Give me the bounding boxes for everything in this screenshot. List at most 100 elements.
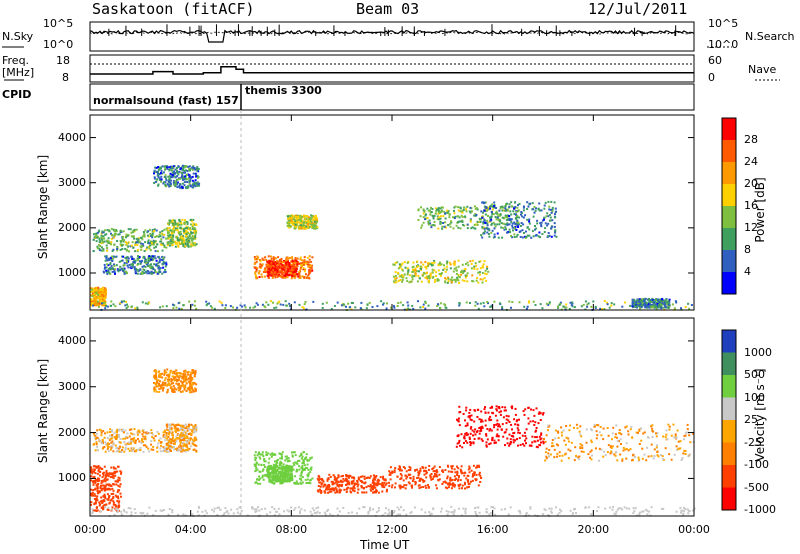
scatter-point — [191, 381, 194, 384]
scatter-point — [101, 293, 104, 296]
scatter-point — [518, 301, 521, 304]
scatter-point — [171, 242, 174, 245]
scatter-point — [286, 480, 289, 483]
scatter-point — [603, 308, 606, 310]
scatter-point — [498, 209, 501, 212]
scatter-point — [141, 265, 144, 268]
scatter-point — [178, 241, 181, 244]
scatter-point — [174, 176, 177, 179]
scatter-point — [190, 388, 193, 391]
scatter-point — [476, 220, 479, 223]
scatter-point — [289, 465, 292, 468]
scatter-point — [276, 270, 279, 273]
scatter-point — [290, 220, 293, 223]
scatter-point — [181, 449, 184, 452]
scatter-point — [137, 429, 140, 432]
scatter-point — [466, 205, 469, 208]
scatter-point — [241, 305, 244, 308]
scatter-point — [112, 497, 115, 500]
scatter-point — [104, 497, 107, 500]
scatter-point — [660, 303, 663, 306]
scatter-point — [636, 299, 639, 302]
scatter-point — [98, 249, 101, 252]
scatter-point — [684, 306, 687, 309]
scatter-point — [106, 442, 109, 445]
scatter-point — [105, 471, 108, 474]
scatter-point — [254, 270, 257, 273]
scatter-point — [191, 235, 194, 238]
scatter-point — [91, 491, 94, 494]
scatter-point — [188, 433, 190, 435]
scatter-point — [484, 213, 487, 216]
scatter-point — [104, 450, 107, 453]
scatter-point — [93, 233, 95, 236]
scatter-point — [549, 208, 552, 211]
scatter-point — [293, 265, 296, 268]
scatter-point — [91, 293, 94, 296]
scatter-point — [112, 489, 115, 492]
scatter-point — [162, 182, 165, 185]
scatter-point — [160, 180, 162, 183]
scatter-point — [133, 437, 136, 440]
scatter-point — [173, 427, 176, 430]
scatter-point — [158, 261, 161, 263]
scatter-point — [394, 274, 397, 277]
scatter-point — [178, 170, 181, 173]
scatter-point — [159, 374, 162, 377]
scatter-point — [280, 455, 283, 458]
scatter-point — [123, 263, 126, 266]
scatter-point — [169, 242, 172, 245]
scatter-point — [482, 263, 485, 266]
scatter-point — [434, 278, 437, 281]
scatter-point — [103, 493, 106, 496]
scatter-point — [100, 429, 102, 432]
scatter-point — [195, 428, 198, 431]
scatter-point — [167, 180, 170, 183]
freq-tick-high: 18 — [56, 54, 70, 67]
scatter-point — [449, 222, 452, 225]
scatter-point — [164, 174, 167, 177]
scatter-point — [475, 223, 477, 226]
scatter-point — [488, 235, 491, 238]
scatter-point — [516, 206, 519, 209]
scatter-point — [145, 445, 148, 448]
scatter-point — [298, 455, 301, 458]
scatter-point — [413, 275, 416, 278]
scatter-point — [122, 240, 125, 243]
scatter-point — [159, 231, 162, 234]
scatter-point — [282, 465, 285, 468]
scatter-point — [135, 267, 138, 270]
scatter-point — [191, 429, 194, 432]
scatter-point — [499, 219, 502, 222]
scatter-point — [158, 177, 161, 180]
scatter-point — [309, 457, 312, 460]
scatter-point — [453, 212, 456, 215]
scatter-point — [394, 261, 397, 264]
scatter-point — [520, 212, 523, 215]
scatter-point — [185, 440, 188, 443]
scatter-point — [508, 203, 511, 206]
scatter-point — [92, 250, 95, 252]
scatter-point — [535, 227, 538, 230]
scatter-point — [107, 264, 110, 267]
scatter-point — [276, 461, 279, 464]
scatter-point — [270, 475, 273, 478]
scatter-point — [135, 241, 138, 243]
scatter-point — [291, 274, 293, 277]
scatter-point — [243, 304, 246, 307]
scatter-point — [275, 475, 278, 478]
scatter-point — [109, 431, 112, 433]
scatter-point — [180, 426, 183, 429]
scatter-point — [176, 183, 178, 186]
scatter-point — [303, 256, 306, 259]
scatter-point — [180, 227, 183, 230]
scatter-point — [145, 433, 148, 435]
scatter-point — [149, 249, 152, 252]
scatter-point — [134, 250, 137, 253]
scatter-point — [290, 221, 293, 224]
scatter-point — [196, 175, 199, 178]
scatter-point — [354, 306, 357, 309]
scatter-point — [457, 226, 460, 229]
scatter-point — [114, 272, 116, 275]
scatter-point — [92, 292, 95, 295]
